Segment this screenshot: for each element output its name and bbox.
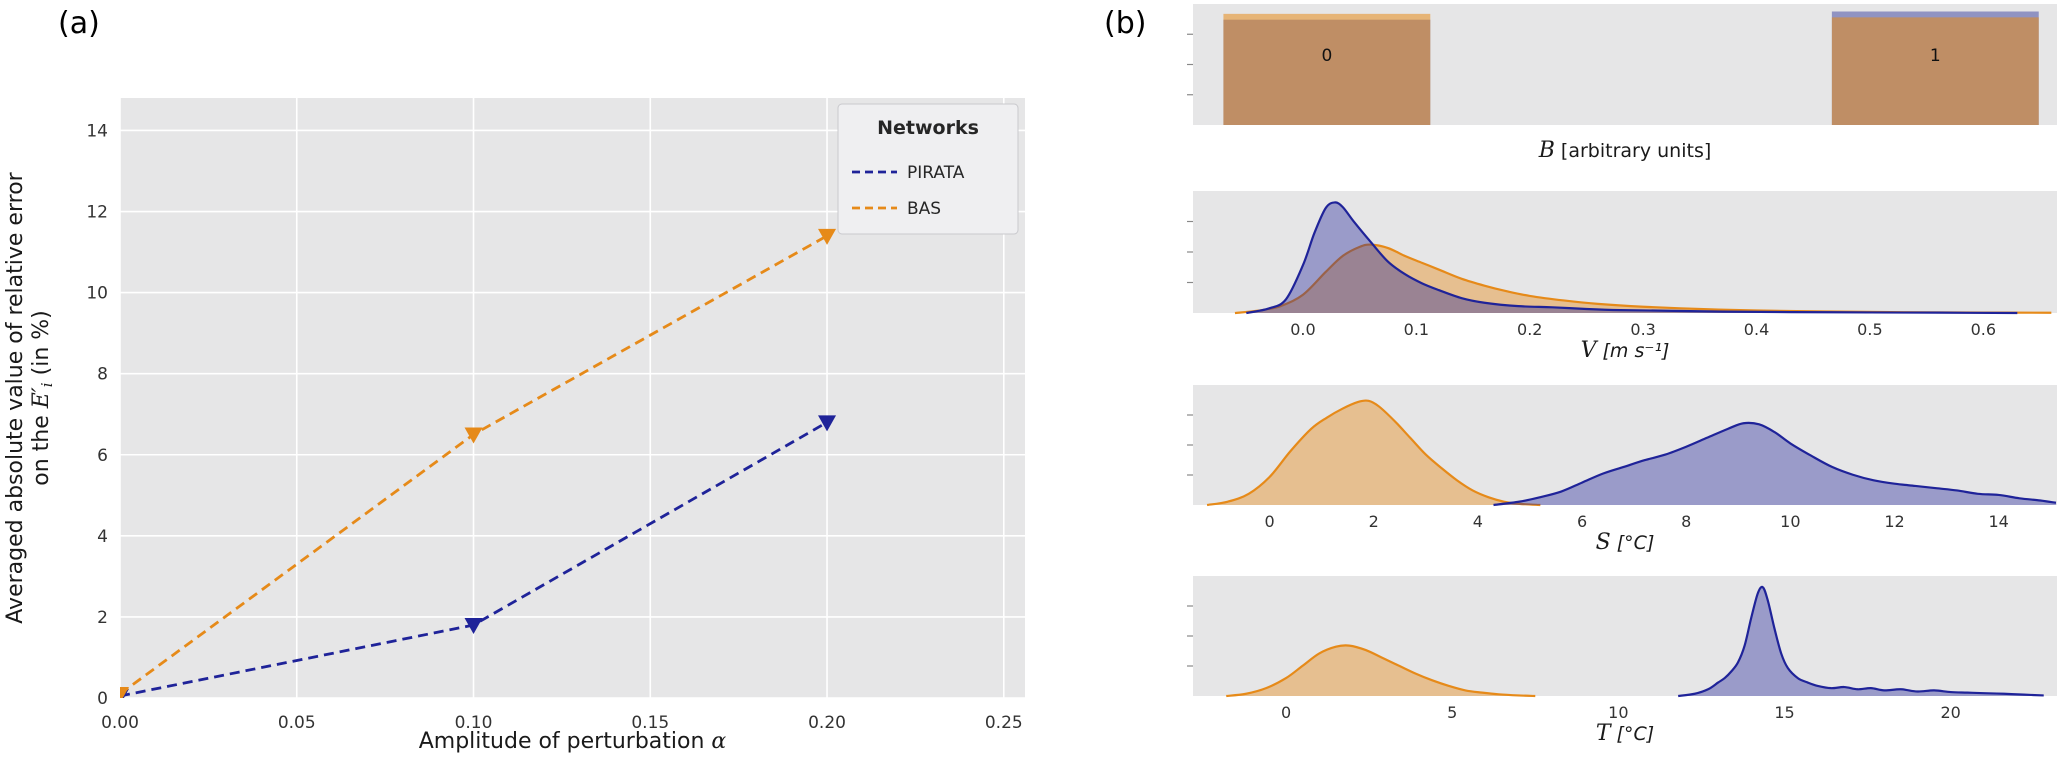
plot-area [1193,576,2057,696]
marker-BAS [818,228,837,245]
svg-text:8: 8 [1681,512,1691,531]
kde-fill-PIRATA [1493,422,2056,505]
svg-text:10: 10 [1608,703,1628,722]
svg-text:0.05: 0.05 [278,713,316,733]
xlabel-V: V [m s⁻¹] [1193,338,2057,363]
svg-text:5: 5 [1447,703,1457,722]
legend-label-BAS: BAS [907,199,941,219]
error-vs-amplitude-line-chart: 0.00 0.05 0.10 0.15 0.20 0.25 0 2 4 6 8 10 12 14 Ampli… [3,98,1025,754]
svg-text:0.1: 0.1 [1404,320,1429,339]
svg-text:12: 12 [86,203,108,223]
svg-text:14: 14 [1988,512,2008,531]
y-axis-label-line1: Averaged absolute value of relative erro… [3,171,28,623]
kde-line-PIRATA [1678,585,2044,698]
marker-PIRATA [818,415,837,432]
bar-label-1: 1 [1930,46,1941,66]
kde-line-PIRATA [1493,421,2057,507]
math-symbol-T: T [1595,721,1611,746]
svg-text:4: 4 [97,527,108,547]
x-axis-label: Amplitude of perturbation α [419,729,727,754]
xlabel-S: S [°C] [1193,530,2057,555]
svg-text:15: 15 [1774,703,1794,722]
legend-label-PIRATA: PIRATA [907,163,965,183]
math-symbol-S: S [1595,530,1611,555]
legend: Networks PIRATA BAS [837,103,1019,235]
kde-V-subplot: 0.0 0.1 0.2 0.3 0.4 0.5 0.6 [1187,191,2057,339]
bar-label-0: 0 [1321,46,1332,66]
kde-fill-PIRATA [1678,586,2044,696]
tick-labels: 0 2 4 6 8 10 12 14 [1264,512,2008,531]
plot-area [1193,191,2057,313]
svg-text:0.00: 0.00 [101,713,139,733]
svg-text:10: 10 [86,284,108,304]
svg-text:0.2: 0.2 [1517,320,1542,339]
svg-text:0.15: 0.15 [631,713,669,733]
legend-box [837,103,1019,235]
xlabel-S-units: [°C] [1610,532,1655,554]
xlabel-B: B [arbitrary units] [1193,138,2057,163]
svg-text:6: 6 [1577,512,1587,531]
xlabel-V-units: [m s⁻¹] [1596,340,1670,362]
tick-labels: 0.0 0.1 0.2 0.3 0.4 0.5 0.6 [1290,320,1996,339]
svg-text:6: 6 [97,446,108,466]
tick-labels: 0.00 0.05 0.10 0.15 0.20 0.25 0 2 4 6 8 10 12 14 [86,121,1022,733]
svg-text:0.5: 0.5 [1857,320,1882,339]
svg-text:0.10: 0.10 [455,713,493,733]
xlabel-B-units: [arbitrary units] [1554,140,1712,162]
bar-bas-0 [1223,13,1431,126]
marker-BAS [464,427,483,444]
svg-text:4: 4 [1473,512,1483,531]
math-symbol-V: V [1580,338,1597,363]
kde-line-BAS [1234,243,2052,315]
svg-text:2: 2 [97,608,108,628]
bar-bas-1 [1831,17,2039,125]
svg-text:2: 2 [1369,512,1379,531]
svg-text:0: 0 [1264,512,1274,531]
svg-text:0.3: 0.3 [1630,320,1655,339]
svg-text:0.20: 0.20 [808,713,846,733]
svg-text:0: 0 [97,689,108,709]
svg-text:0.25: 0.25 [985,713,1023,733]
panel-b-label: (b) [1104,6,1147,41]
kde-line-BAS [1206,399,1541,507]
y-axis-label-line2: on the E′i (in %) [29,310,56,486]
kde-S-subplot: 0 2 4 6 8 10 12 14 [1187,385,2057,531]
kde-T-subplot: 0 5 10 15 20 [1187,576,2057,722]
marker-BAS [120,686,129,698]
svg-text:0.4: 0.4 [1744,320,1769,339]
panel-a-label: (a) [58,6,100,41]
svg-text:0: 0 [1281,703,1291,722]
marker-PIRATA [464,618,483,635]
xlabel-T: T [°C] [1193,721,2057,746]
kde-line-PIRATA [1246,201,2018,315]
tick-labels: 0 5 10 15 20 [1281,703,1961,722]
svg-text:14: 14 [86,121,108,141]
kde-line-BAS [1226,644,1536,698]
svg-text:12: 12 [1884,512,1904,531]
xlabel-T-units: [°C] [1610,723,1655,745]
svg-text:20: 20 [1940,703,1960,722]
svg-text:10: 10 [1780,512,1800,531]
kde-fill-BAS [1226,645,1536,696]
kde-fill-BAS [1234,244,2052,313]
math-symbol-B: B [1538,138,1555,163]
svg-text:0.0: 0.0 [1290,320,1315,339]
kde-fill-BAS [1207,400,1541,505]
legend-title: Networks [877,117,979,139]
svg-text:8: 8 [97,365,108,385]
svg-text:0.6: 0.6 [1971,320,1996,339]
